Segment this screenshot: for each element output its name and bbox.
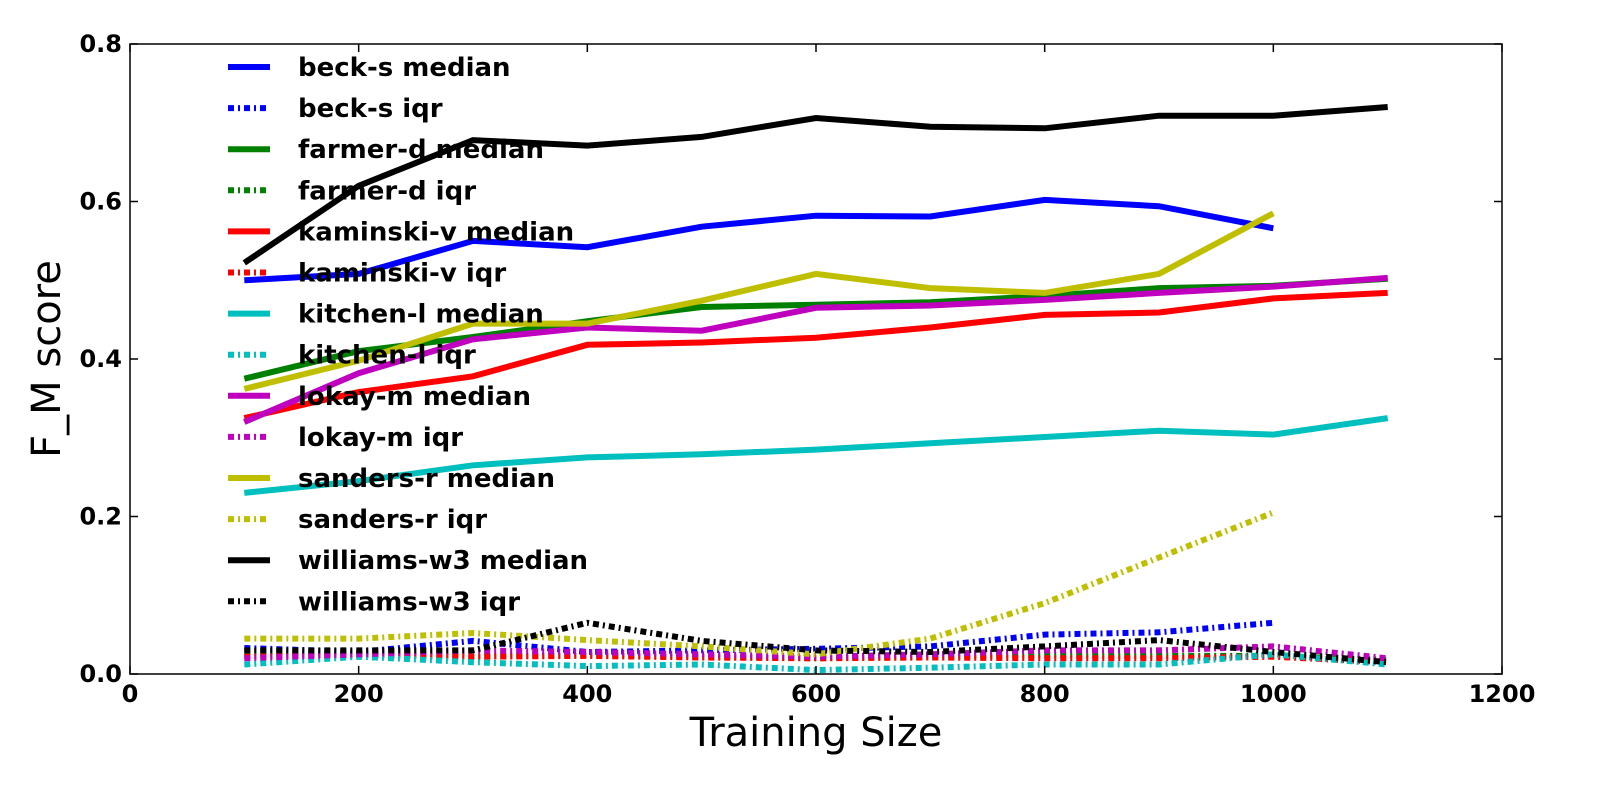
- x-tick-label: 600: [791, 680, 841, 708]
- x-tick-label: 0: [122, 680, 139, 708]
- legend-label: williams-w3 iqr: [298, 587, 520, 617]
- series-line-farmer-d-median: [243, 275, 1388, 382]
- x-tick-label: 400: [562, 680, 612, 708]
- y-axis-title: F_M score: [24, 260, 70, 458]
- series-line-beck-s-median: [244, 196, 1274, 284]
- legend-label: sanders-r median: [298, 464, 555, 494]
- legend-label: lokay-m median: [298, 382, 531, 412]
- legend-label: kaminski-v median: [298, 217, 574, 247]
- series-line-kaminski-v-median: [243, 289, 1388, 422]
- x-tick-label: 1000: [1240, 680, 1307, 708]
- x-axis-title: Training Size: [689, 710, 943, 756]
- x-tick-label: 800: [1020, 680, 1070, 708]
- legend-label: farmer-d iqr: [298, 176, 476, 206]
- x-tick-label: 200: [334, 680, 384, 708]
- y-tick-label: 0.2: [79, 503, 122, 531]
- legend-label: lokay-m iqr: [298, 423, 463, 453]
- y-tick-label: 0.8: [79, 30, 122, 58]
- series-line-sanders-r-iqr: [244, 509, 1275, 658]
- series-line-lokay-m-median: [243, 274, 1388, 425]
- legend-label: kitchen-l iqr: [298, 341, 476, 371]
- legend: beck-s median beck-s iqr farmer-d median fa…: [228, 53, 588, 617]
- legend-label: beck-s median: [298, 53, 511, 83]
- legend-label: kitchen-l median: [298, 300, 544, 330]
- legend-label: beck-s iqr: [298, 94, 443, 124]
- x-tick-label: 1200: [1469, 680, 1536, 708]
- series-line-williams-w3-median: [242, 104, 1388, 266]
- legend-label: williams-w3 median: [298, 546, 588, 576]
- legend-label: sanders-r iqr: [298, 505, 487, 535]
- series-line-lokay-m-iqr: [244, 643, 1389, 662]
- series-line-williams-w3-iqr: [244, 619, 1388, 666]
- y-tick-label: 0.6: [79, 188, 122, 216]
- series-line-sanders-r-median: [243, 210, 1275, 392]
- y-tick-label: 0.4: [79, 345, 122, 373]
- ticks-layer: 0 200 400 600 800 1000 1200 0.0 0.2 0.4 0.6 0.8: [79, 30, 1535, 708]
- series-line-kitchen-l-median: [243, 415, 1389, 496]
- series-layer: [242, 104, 1389, 674]
- legend-label: farmer-d median: [298, 135, 544, 165]
- legend-label: kaminski-v iqr: [298, 259, 506, 289]
- y-tick-label: 0.0: [79, 660, 122, 688]
